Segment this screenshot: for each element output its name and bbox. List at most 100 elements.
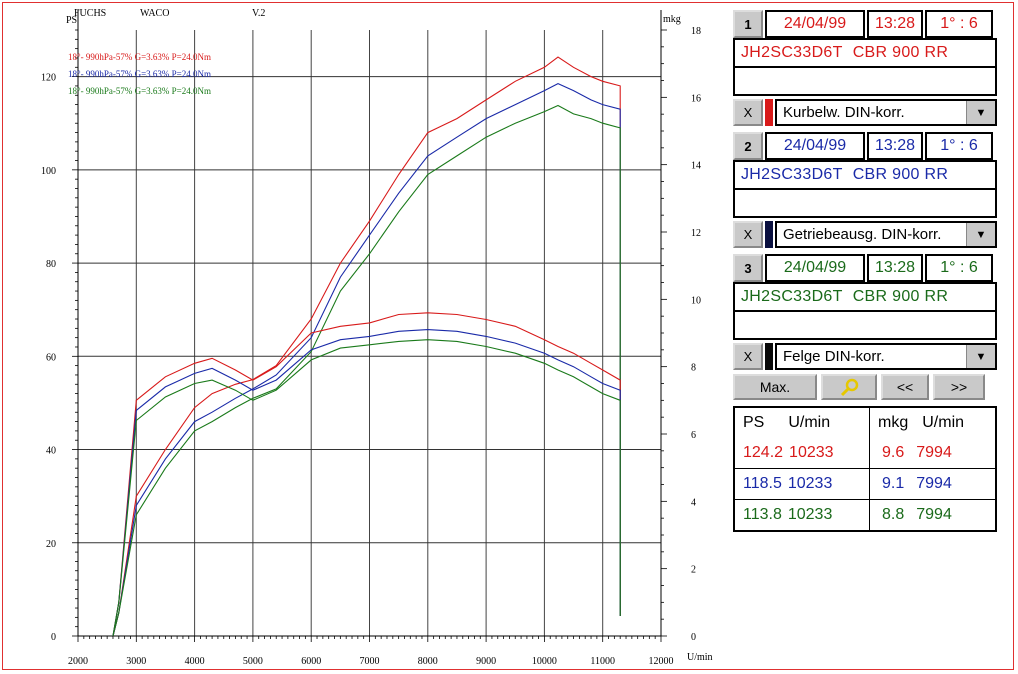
correction-select[interactable]: Getriebeausg. DIN-korr. ▼ (775, 221, 997, 248)
y-left-tick-label: 40 (46, 446, 56, 457)
run-select-button[interactable]: 3 (733, 254, 763, 282)
version-label: V.2 (252, 8, 266, 19)
right-axis-unit: mkg (663, 14, 681, 25)
max-ps-rpm: 10233 (789, 444, 834, 461)
next-button[interactable]: >> (933, 374, 985, 400)
y-right-tick-label: 2 (691, 565, 696, 576)
x-tick-label: 3000 (126, 656, 146, 667)
nav-row: Max. << >> (733, 374, 999, 400)
y-right-tick-label: 6 (691, 430, 696, 441)
max-mkg: 8.8 (882, 506, 905, 523)
run-ratio: 1° : 6 (925, 10, 993, 38)
max-button[interactable]: Max. (733, 374, 817, 400)
results-table: PS U/min mkg U/min 124.2 10233 9.6 7994 118.… (733, 406, 997, 532)
power-curve (112, 56, 621, 637)
table-header: PS U/min mkg U/min (735, 408, 995, 438)
prev-button[interactable]: << (881, 374, 929, 400)
vehicle-id: JH2SC33D6T CBR 900 RR (733, 160, 997, 190)
max-ps: 113.8 (743, 506, 782, 523)
run-select-button[interactable]: 1 (733, 10, 763, 38)
x-tick-label: 5000 (243, 656, 263, 667)
max-ps-rpm: 10233 (787, 506, 833, 523)
y-left-tick-label: 100 (41, 166, 56, 177)
y-right-tick-label: 4 (691, 497, 696, 508)
run-block: 1 24/04/99 13:28 1° : 6 JH2SC33D6T CBR 9… (733, 10, 997, 126)
col-ps-rpm: U/min (788, 414, 831, 431)
run-block: 3 24/04/99 13:28 1° : 6 JH2SC33D6T CBR 9… (733, 254, 997, 370)
chevron-down-icon: ▼ (966, 101, 995, 124)
max-ps-rpm: 10233 (787, 475, 833, 492)
y-right-tick-label: 8 (691, 363, 696, 374)
run-time: 13:28 (867, 132, 923, 160)
model-text: CBR 900 RR (852, 288, 949, 305)
max-mkg-rpm: 7994 (916, 475, 952, 492)
y-right-tick-label: 10 (691, 295, 701, 306)
notes-field[interactable] (733, 190, 997, 218)
y-right-tick-label: 18 (691, 26, 701, 37)
test-conditions-annotation: 18°- 990hPa-57% G=3.63% P=24.0Nm (68, 86, 211, 96)
vin-text: JH2SC33D6T (741, 166, 843, 183)
correction-value: Kurbelw. DIN-korr. (783, 104, 905, 121)
run-time: 13:28 (867, 254, 923, 282)
torque-curve (112, 339, 621, 637)
max-mkg-rpm: 7994 (916, 444, 952, 461)
correction-row: X Kurbelw. DIN-korr. ▼ (733, 99, 997, 126)
chevron-down-icon: ▼ (966, 223, 995, 246)
remove-run-button[interactable]: X (733, 221, 763, 248)
remove-run-button[interactable]: X (733, 99, 763, 126)
correction-value: Felge DIN-korr. (783, 348, 885, 365)
x-axis-label: U/min (687, 652, 713, 663)
test-conditions-annotation: 18°- 990hPa-57% G=3.63% P=24.0Nm (68, 69, 211, 79)
power-curve (112, 82, 621, 637)
col-mkg-rpm: U/min (922, 414, 965, 431)
torque-curve (112, 312, 621, 637)
x-tick-label: 6000 (301, 656, 321, 667)
table-row: 113.8 10233 8.8 7994 (735, 499, 995, 530)
chevron-down-icon: ▼ (966, 345, 995, 368)
model-text: CBR 900 RR (852, 44, 949, 61)
torque-curve (112, 329, 621, 637)
run-time: 13:28 (867, 10, 923, 38)
y-right-tick-label: 0 (691, 632, 696, 643)
vin-text: JH2SC33D6T (741, 44, 843, 61)
x-tick-label: 12000 (649, 656, 674, 667)
run-select-button[interactable]: 2 (733, 132, 763, 160)
table-row: 118.5 10233 9.1 7994 (735, 468, 995, 499)
correction-value: Getriebeausg. DIN-korr. (783, 226, 942, 243)
notes-field[interactable] (733, 312, 997, 340)
zoom-button[interactable] (821, 374, 877, 400)
col-mkg: mkg (878, 414, 909, 431)
x-tick-label: 4000 (185, 656, 205, 667)
correction-select[interactable]: Felge DIN-korr. ▼ (775, 343, 997, 370)
y-right-tick-label: 12 (691, 228, 701, 239)
color-swatch (765, 221, 773, 248)
max-mkg: 9.1 (882, 475, 905, 492)
dyno-chart: 2000 3000 4000 5000 6000 7000 8000 9000 10000 110… (41, 10, 713, 667)
model-text: CBR 900 RR (852, 166, 949, 183)
x-tick-label: 9000 (476, 656, 496, 667)
run-header: 1 24/04/99 13:28 1° : 6 (733, 10, 997, 38)
power-curve (112, 104, 621, 637)
correction-select[interactable]: Kurbelw. DIN-korr. ▼ (775, 99, 997, 126)
color-swatch (765, 343, 773, 370)
col-ps: PS (743, 414, 765, 431)
max-ps: 118.5 (743, 475, 782, 492)
correction-row: X Felge DIN-korr. ▼ (733, 343, 997, 370)
run-date: 24/04/99 (765, 132, 865, 160)
max-mkg: 9.6 (882, 444, 905, 461)
brand-label: FUCHS (74, 8, 107, 19)
y-left-tick-label: 20 (46, 539, 56, 550)
y-right-tick-label: 14 (691, 161, 701, 172)
max-ps: 124.2 (743, 444, 784, 461)
notes-field[interactable] (733, 68, 997, 96)
run-panel: 1 24/04/99 13:28 1° : 6 JH2SC33D6T CBR 9… (733, 10, 999, 532)
color-swatch (765, 99, 773, 126)
test-conditions-annotation: 18°- 990hPa-57% G=3.63% P=24.0Nm (68, 52, 211, 62)
max-mkg-rpm: 7994 (916, 506, 952, 523)
run-block: 2 24/04/99 13:28 1° : 6 JH2SC33D6T CBR 9… (733, 132, 997, 248)
remove-run-button[interactable]: X (733, 343, 763, 370)
y-left-tick-label: 120 (41, 73, 56, 84)
run-ratio: 1° : 6 (925, 132, 993, 160)
vin-text: JH2SC33D6T (741, 288, 843, 305)
